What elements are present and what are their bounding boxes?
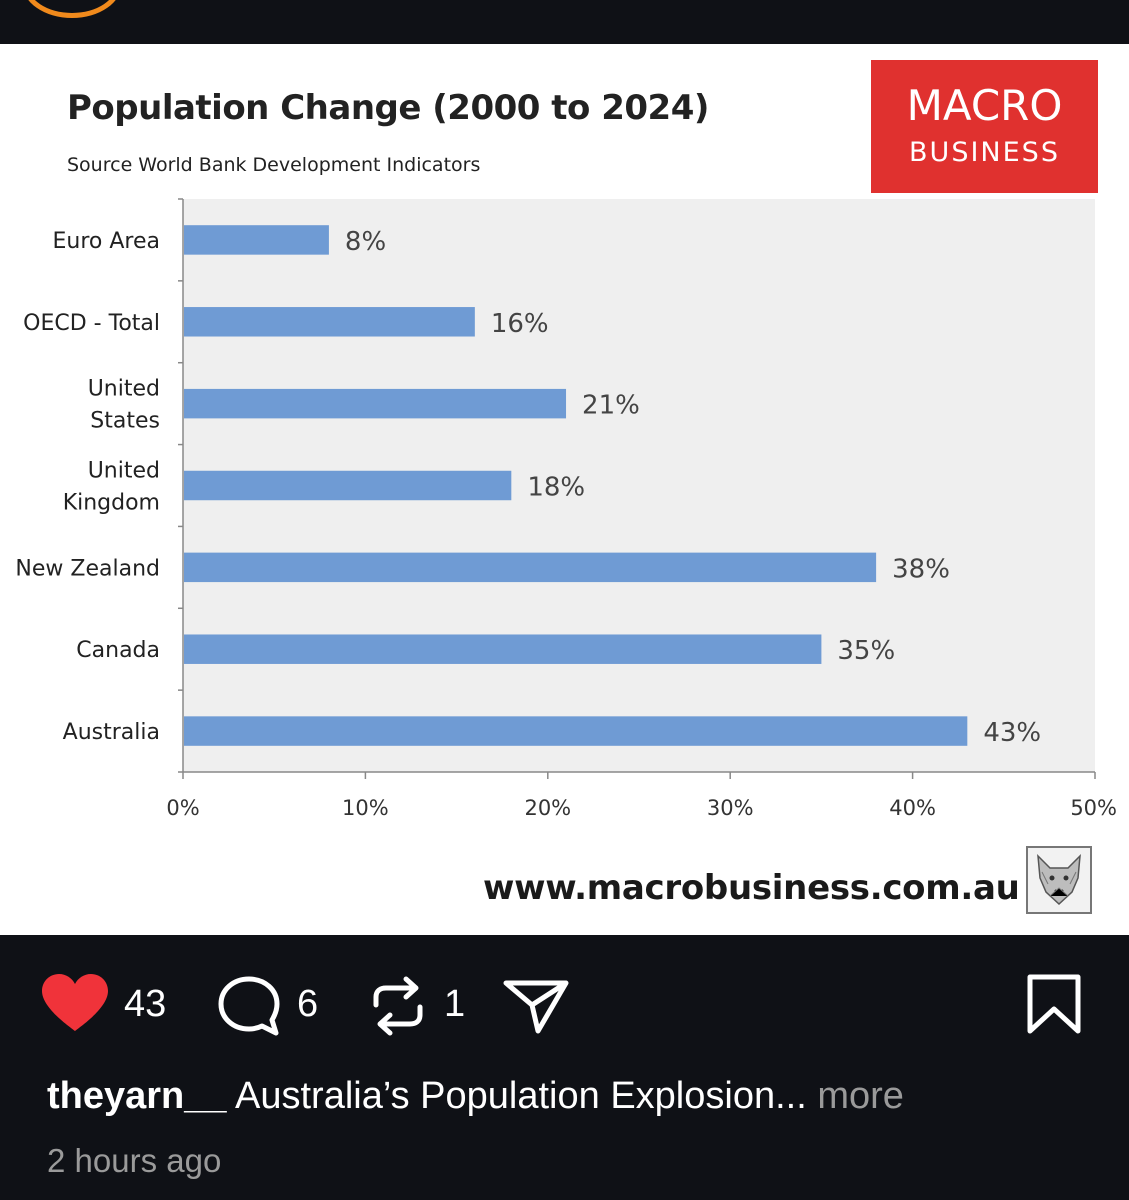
wolf-logo-icon: [1026, 846, 1092, 914]
category-label: States: [90, 409, 160, 434]
bar-0: [184, 225, 329, 255]
category-label: Australia: [63, 720, 160, 745]
data-label: 43%: [983, 718, 1041, 748]
logo-line-1: MACRO: [906, 81, 1063, 130]
caption: theyarn__ Australia’s Population Explosi…: [47, 1075, 904, 1118]
data-label: 16%: [491, 309, 549, 339]
chart-subtitle: Source World Bank Development Indicators: [67, 154, 481, 176]
bar-5: [184, 634, 822, 664]
comment-icon[interactable]: [216, 975, 282, 1037]
data-label: 35%: [837, 636, 895, 666]
like-count: 43: [124, 983, 167, 1025]
x-tick-label: 30%: [707, 796, 754, 820]
share-icon[interactable]: [502, 975, 570, 1037]
x-tick-label: 10%: [342, 796, 389, 820]
category-label: Kingdom: [63, 491, 160, 516]
category-label: New Zealand: [15, 556, 160, 581]
data-label: 21%: [582, 391, 640, 421]
macrobusiness-logo: MACRO BUSINESS: [871, 60, 1098, 193]
category-label: United: [88, 377, 160, 402]
heart-icon[interactable]: [40, 973, 110, 1035]
data-label: 38%: [892, 554, 950, 584]
bar-6: [184, 716, 968, 746]
bar-chart: 8% Euro Area 16% OECD - Total 21% United State…: [15, 198, 1117, 820]
x-tick-label: 50%: [1070, 796, 1117, 820]
bar-1: [184, 307, 475, 337]
caption-text: Australia’s Population Explosion...: [235, 1075, 807, 1117]
category-label: Euro Area: [53, 229, 161, 254]
bar-3: [184, 470, 512, 501]
category-label: OECD - Total: [23, 311, 160, 336]
data-label: 8%: [345, 227, 386, 257]
category-label: Canada: [76, 638, 160, 663]
more-link[interactable]: more: [817, 1075, 904, 1117]
bookmark-icon[interactable]: [1024, 973, 1084, 1037]
x-tick-label: 0%: [166, 796, 199, 820]
data-label: 18%: [527, 473, 585, 503]
repost-count: 1: [444, 983, 466, 1025]
logo-line-2: BUSINESS: [909, 137, 1060, 168]
x-tick-label: 20%: [524, 796, 571, 820]
bar-4: [184, 552, 877, 583]
top-bar: [0, 0, 1129, 44]
bar-2: [184, 388, 567, 419]
category-label: United: [88, 459, 160, 484]
chart-title: Population Change (2000 to 2024): [67, 88, 709, 128]
post-timestamp: 2 hours ago: [47, 1142, 222, 1179]
comment-count: 6: [297, 983, 319, 1025]
website-url: www.macrobusiness.com.au: [483, 868, 1020, 908]
x-tick-label: 40%: [889, 796, 936, 820]
post-actions-bar: 43 6 1: [0, 935, 1129, 1200]
username-link[interactable]: theyarn__: [47, 1075, 227, 1117]
repost-icon[interactable]: [366, 975, 430, 1037]
